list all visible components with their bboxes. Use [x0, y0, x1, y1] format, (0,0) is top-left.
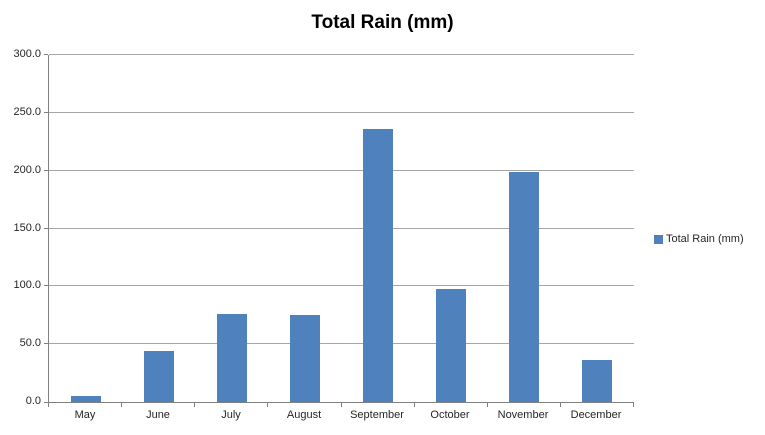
bar-november	[509, 172, 539, 402]
x-axis-label-october: October	[430, 409, 470, 421]
gridline-y-200	[49, 170, 634, 171]
gridline-y-50	[49, 343, 634, 344]
bar-september	[363, 129, 393, 402]
chart-title: Total Rain (mm)	[311, 12, 454, 33]
y-axis-tick	[44, 112, 48, 113]
legend: Total Rain (mm)	[654, 233, 744, 245]
x-axis-label-july: July	[221, 409, 241, 421]
y-axis-label-0.0: 0.0	[25, 395, 41, 407]
x-axis-label-december: December	[570, 409, 622, 421]
legend-series-swatch-icon	[654, 234, 663, 244]
y-axis-label-50.0: 50.0	[19, 337, 41, 349]
x-axis-tick	[267, 403, 268, 407]
x-axis-tick	[414, 403, 415, 407]
y-axis-label-200.0: 200.0	[13, 164, 41, 176]
bar-august	[290, 315, 320, 402]
y-axis-tick	[44, 170, 48, 171]
gridline-y-300	[49, 54, 634, 55]
x-axis-tick	[487, 403, 488, 407]
x-axis-label-june: June	[146, 409, 170, 421]
y-axis-label-100.0: 100.0	[13, 279, 41, 291]
y-axis-label-150.0: 150.0	[13, 222, 41, 234]
x-axis-label-september: September	[350, 409, 404, 421]
y-axis-tick	[44, 285, 48, 286]
x-axis-tick	[341, 403, 342, 407]
bar-june	[144, 351, 174, 402]
bar-december	[582, 360, 612, 402]
x-axis-label-may: May	[74, 409, 96, 421]
x-axis-label-november: November	[497, 409, 549, 421]
plot-area	[48, 54, 634, 403]
y-axis-label-250.0: 250.0	[13, 106, 41, 118]
gridline-y-150	[49, 228, 634, 229]
x-axis-tick	[48, 403, 49, 407]
x-axis-tick	[560, 403, 561, 407]
y-axis-label-300.0: 300.0	[13, 48, 41, 60]
y-axis-tick	[44, 343, 48, 344]
gridline-y-100	[49, 285, 634, 286]
bar-july	[217, 314, 247, 402]
y-axis-tick	[44, 402, 48, 403]
bar-october	[436, 289, 466, 402]
x-axis-tick	[194, 403, 195, 407]
x-axis-tick	[633, 403, 634, 407]
y-axis-tick	[44, 228, 48, 229]
y-axis-tick	[44, 54, 48, 55]
x-axis-label-august: August	[286, 409, 322, 421]
bar-may	[71, 396, 101, 402]
legend-series-label: Total Rain (mm)	[666, 233, 744, 245]
x-axis-tick	[121, 403, 122, 407]
gridline-y-250	[49, 112, 634, 113]
